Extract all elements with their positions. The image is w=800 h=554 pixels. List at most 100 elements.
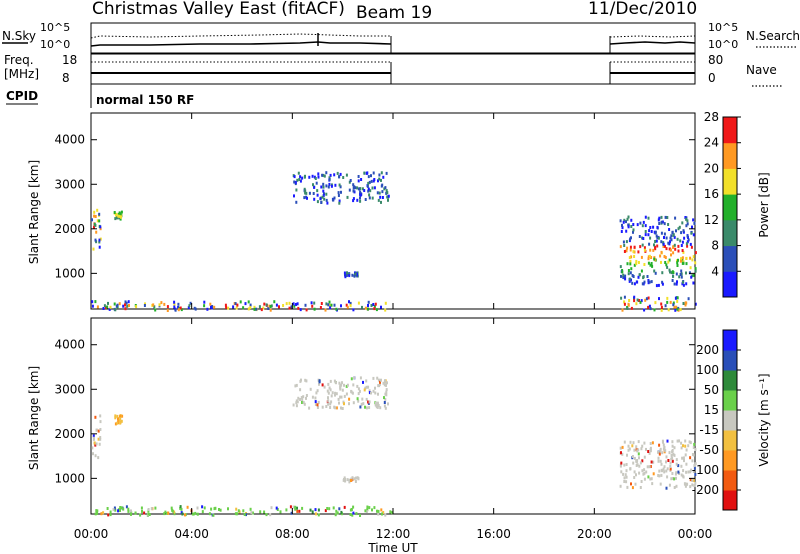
data-cell bbox=[623, 480, 626, 483]
data-cell bbox=[649, 248, 652, 252]
colorbar-segment bbox=[723, 490, 737, 511]
data-cell bbox=[661, 282, 664, 286]
data-cell bbox=[314, 508, 317, 512]
data-cell bbox=[683, 459, 685, 463]
data-cell bbox=[296, 178, 299, 182]
data-cell bbox=[260, 308, 263, 312]
data-cell bbox=[635, 259, 638, 263]
data-cell bbox=[384, 383, 387, 387]
data-cell bbox=[662, 440, 664, 444]
data-cell bbox=[664, 256, 667, 259]
data-cell bbox=[201, 510, 204, 514]
y-tick-label: 3000 bbox=[54, 177, 85, 191]
data-cell bbox=[114, 414, 117, 418]
data-cell bbox=[292, 302, 295, 306]
data-cell bbox=[620, 296, 623, 300]
data-cell bbox=[359, 196, 361, 200]
data-cell bbox=[680, 464, 683, 468]
data-cell bbox=[208, 512, 211, 516]
data-cell bbox=[376, 376, 379, 380]
data-cell bbox=[661, 271, 664, 275]
data-cell bbox=[687, 238, 690, 242]
data-cell bbox=[295, 200, 298, 204]
data-cell bbox=[626, 485, 629, 489]
data-cell bbox=[348, 478, 351, 482]
data-cell bbox=[627, 225, 630, 229]
data-cell bbox=[140, 506, 143, 510]
data-cell bbox=[665, 455, 668, 459]
data-cell bbox=[653, 243, 655, 247]
data-cell bbox=[694, 481, 697, 485]
data-cell bbox=[135, 305, 138, 309]
data-cell bbox=[311, 174, 314, 178]
colorbar-tick-label: 8 bbox=[711, 239, 719, 253]
data-cell bbox=[370, 391, 372, 395]
data-cell bbox=[296, 400, 299, 404]
data-cell bbox=[686, 222, 689, 226]
data-cell bbox=[249, 306, 252, 310]
data-cell bbox=[293, 175, 296, 179]
data-cell bbox=[117, 509, 120, 513]
data-cell bbox=[210, 305, 212, 309]
data-cell bbox=[647, 296, 650, 300]
data-cell bbox=[367, 181, 370, 185]
data-cell bbox=[631, 444, 634, 448]
data-cell bbox=[622, 240, 625, 244]
data-cell bbox=[308, 175, 311, 179]
data-cell bbox=[694, 269, 697, 273]
data-cell bbox=[667, 241, 670, 245]
data-cell bbox=[675, 458, 678, 462]
data-cell bbox=[627, 448, 630, 452]
data-cell bbox=[96, 305, 99, 309]
data-cell bbox=[95, 428, 98, 432]
data-cell bbox=[335, 307, 338, 311]
data-cell bbox=[643, 468, 646, 472]
data-cell bbox=[352, 383, 355, 387]
data-cell bbox=[671, 279, 674, 282]
data-cell bbox=[384, 186, 387, 190]
data-cell bbox=[93, 214, 96, 218]
data-cell bbox=[638, 456, 640, 460]
data-cell bbox=[622, 276, 625, 280]
data-cell bbox=[93, 225, 95, 229]
data-cell bbox=[684, 444, 687, 448]
data-cell bbox=[325, 198, 328, 202]
data-cell bbox=[329, 306, 332, 310]
data-cell bbox=[328, 507, 331, 511]
data-cell bbox=[680, 257, 682, 261]
data-cell bbox=[357, 387, 360, 391]
data-cell bbox=[367, 187, 370, 191]
nsky-panel: N.Sky 10^5 10^0 10^5 10^0 N.Search bbox=[2, 21, 800, 54]
data-cell bbox=[383, 187, 386, 191]
data-cell bbox=[652, 248, 655, 252]
colorbar-tick-label: 50 bbox=[704, 383, 719, 397]
data-cell bbox=[368, 506, 371, 510]
data-cell bbox=[383, 396, 385, 400]
data-cell bbox=[641, 243, 644, 247]
data-cell bbox=[649, 263, 652, 267]
data-cell bbox=[663, 232, 666, 236]
data-cell bbox=[225, 305, 228, 309]
data-cell bbox=[158, 303, 161, 307]
data-cell bbox=[684, 216, 687, 219]
colorbar-frame bbox=[722, 116, 738, 298]
data-cell bbox=[312, 183, 314, 187]
data-cell bbox=[109, 510, 112, 514]
data-cell bbox=[666, 467, 669, 471]
data-cell bbox=[689, 441, 692, 445]
data-cell bbox=[676, 439, 679, 443]
data-cell bbox=[114, 508, 117, 512]
data-cell bbox=[673, 453, 676, 457]
velocity-colorbar: -200 -100 -50 -15 15 50 100 200 bbox=[692, 329, 741, 511]
data-cell bbox=[352, 401, 355, 405]
data-cell bbox=[344, 478, 346, 481]
data-cell bbox=[676, 237, 679, 241]
data-cell bbox=[663, 236, 665, 239]
data-cell bbox=[340, 510, 343, 514]
data-cell bbox=[173, 305, 176, 309]
data-cell bbox=[296, 302, 299, 306]
data-cell bbox=[324, 509, 327, 513]
data-cell bbox=[95, 509, 98, 513]
data-cell bbox=[194, 511, 197, 515]
colorbar-segment bbox=[723, 271, 737, 298]
